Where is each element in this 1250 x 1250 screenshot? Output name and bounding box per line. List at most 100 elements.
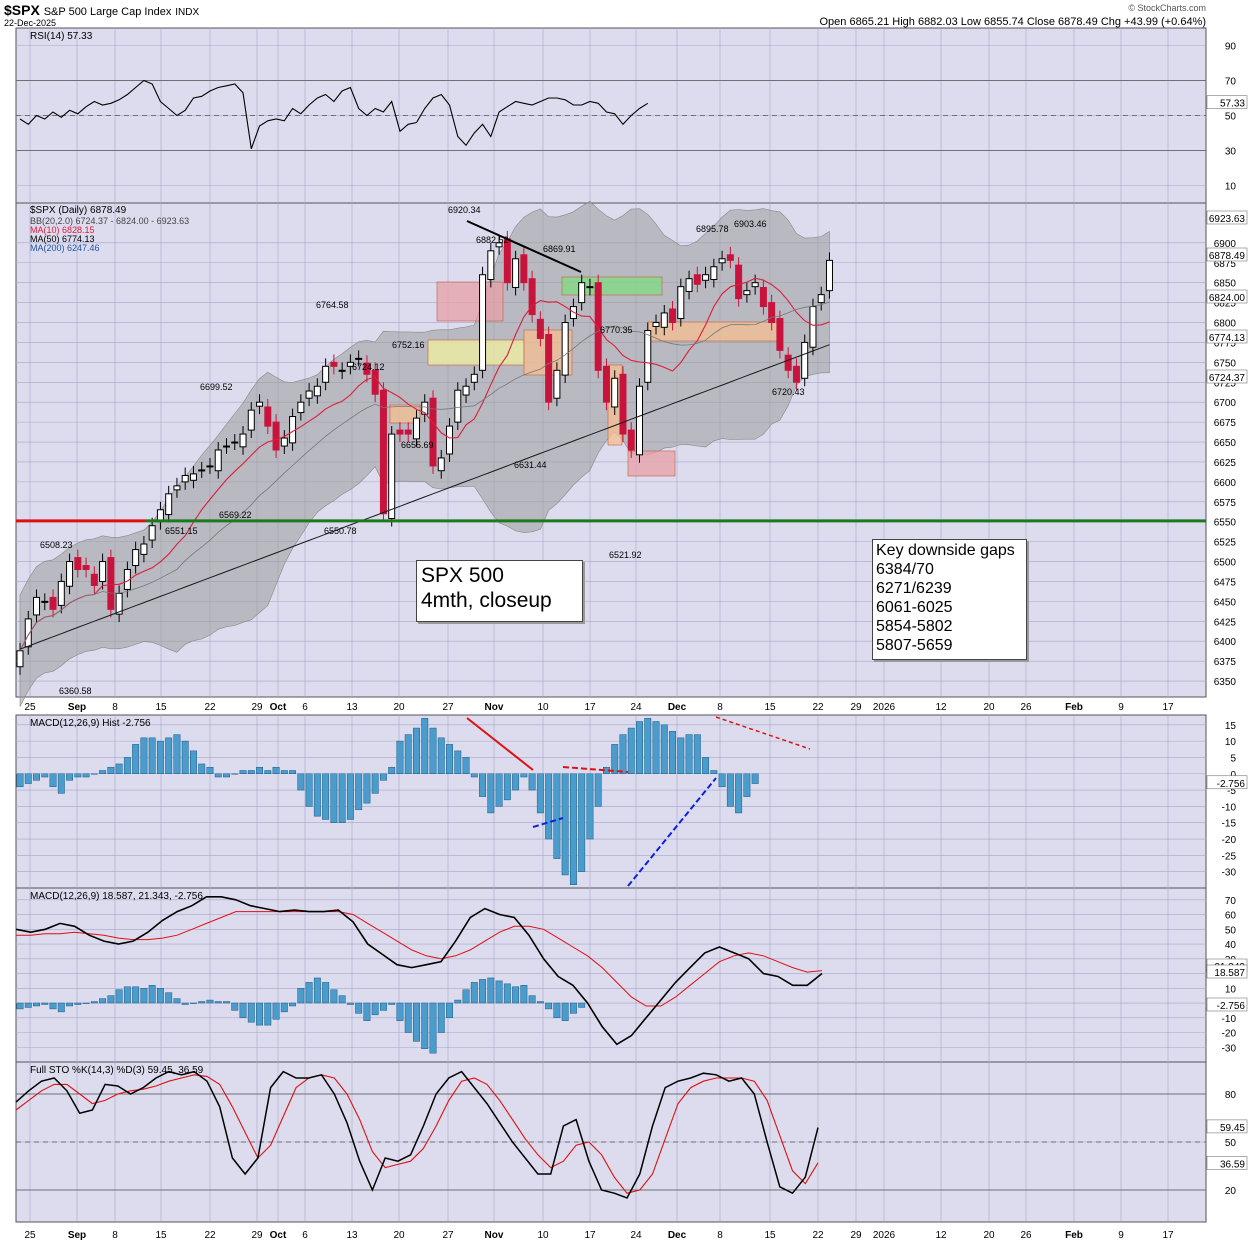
macd-hist-bar <box>421 1002 429 1049</box>
macd-hist-bar <box>669 731 676 775</box>
macd-hist-bar <box>429 727 437 775</box>
price-annotation: 6770.35 <box>600 325 633 335</box>
macd-hist-bar <box>561 773 569 876</box>
macd-hist-bar <box>198 1001 206 1004</box>
price-annotation: 6655.69 <box>401 440 434 450</box>
macd-hist-bar <box>512 773 520 791</box>
y-axis-tick-label: -5 <box>1227 786 1236 797</box>
x-axis-tick-label: 27 <box>442 702 454 713</box>
x-axis-tick-label: 20 <box>983 702 995 713</box>
sto-right-label-box <box>1206 1119 1248 1134</box>
annotation-subtitle: 4mth, closeup <box>421 589 552 612</box>
macd-hist-bar <box>256 766 263 775</box>
candle <box>66 561 74 587</box>
x-axis-tick-label: Nov <box>485 702 504 713</box>
macd-hist-bar <box>413 1002 420 1042</box>
macd-hist-bar <box>66 1002 74 1007</box>
macd-hist-bar <box>528 773 536 791</box>
macd-hist-bar <box>41 1002 49 1005</box>
candle <box>90 573 98 586</box>
price-annotation: 6895.78 <box>696 224 729 234</box>
x-axis-tick-label: 12 <box>935 1230 947 1241</box>
y-axis-tick-label: 15 <box>1225 721 1237 732</box>
macd-hist-bar <box>16 773 24 788</box>
candle <box>313 385 321 397</box>
x-axis-tick-label: 2026 <box>873 702 896 713</box>
macd-hist-bar <box>652 721 660 775</box>
y-axis-tick-label: 50 <box>1225 925 1237 936</box>
macd-hist-bar <box>33 1002 40 1007</box>
y-axis-tick-label: 70 <box>1225 77 1237 88</box>
macd-hist-bar <box>33 773 40 781</box>
x-axis-tick-label: 20 <box>983 1230 995 1241</box>
y-axis-tick-label: 50 <box>1225 1138 1237 1149</box>
candle <box>16 650 24 668</box>
macd-hist-bar <box>636 721 643 775</box>
candle <box>322 365 330 383</box>
macd-hist-bar <box>148 737 156 775</box>
macd-hist-bar <box>313 977 321 1004</box>
macd-hist-bar <box>214 773 222 778</box>
macd-hist-bar <box>297 988 305 1004</box>
x-axis-tick-label: 29 <box>251 1230 263 1241</box>
y-axis-tick-label: 6775 <box>1214 338 1237 349</box>
x-axis-tick-label: 17 <box>584 1230 596 1241</box>
y-axis-tick-label: 6500 <box>1214 558 1237 569</box>
macd-signal-line <box>16 911 823 1007</box>
price-annotation: 6631.44 <box>514 460 547 470</box>
macd-hist-bar <box>536 1001 544 1004</box>
macd-hist-bar <box>156 988 164 1004</box>
x-axis-tick-label: Nov <box>485 1230 504 1241</box>
candle <box>825 259 833 292</box>
candle <box>710 266 718 280</box>
macd-hist-bar <box>41 773 49 778</box>
macd-hist-bar <box>107 766 115 775</box>
y-axis-tick-label: 6525 <box>1214 538 1237 549</box>
x-axis-tick-label: 22 <box>812 702 824 713</box>
x-axis-tick-label: 15 <box>764 702 776 713</box>
macd-hist-bar <box>173 734 181 775</box>
macd-hist-title: MACD(12,26,9) Hist -2.756 <box>30 718 151 729</box>
macd-hist-bar <box>355 1002 363 1014</box>
price-right-label-box <box>1206 369 1248 384</box>
macd-right-label: -2.756 <box>1217 1001 1246 1012</box>
x-axis-tick-label: 9 <box>1118 702 1124 713</box>
price-annotation: 6764.58 <box>316 300 349 310</box>
macd-hist-bar <box>289 1002 297 1007</box>
price-legend-item: MA(200) 6247.46 <box>30 243 100 253</box>
y-axis-tick-label: 6725 <box>1214 378 1237 389</box>
macd-hist-bar <box>264 1002 272 1026</box>
candle <box>636 385 643 456</box>
macd-right-label-box <box>1206 997 1248 1012</box>
candle <box>446 425 454 455</box>
candle <box>247 409 255 431</box>
price-right-label: 6824.00 <box>1209 293 1246 304</box>
x-axis-tick-label: 6 <box>302 1230 308 1241</box>
macd-hist-bar <box>388 1002 396 1005</box>
y-axis-tick-label: 10 <box>1225 984 1237 995</box>
macd-hist-bar <box>272 766 280 775</box>
macd-hist-bar <box>181 1002 189 1005</box>
macd-hist-bar <box>437 737 445 775</box>
macd-hist-bar <box>99 998 107 1004</box>
y-axis-tick-label: 6400 <box>1214 637 1237 648</box>
y-axis-tick-label: 80 <box>1225 1090 1237 1101</box>
sto-right-label: 59.45 <box>1220 1123 1245 1134</box>
macd-hist-bar <box>74 1002 82 1005</box>
macd-hist-bar <box>611 744 619 775</box>
y-axis-tick-label: -20 <box>1222 835 1237 846</box>
macd-hist-bar <box>660 724 668 775</box>
macd-hist-bar <box>404 1002 412 1033</box>
macd-hist-bar <box>305 982 313 1004</box>
gap-zone <box>561 276 663 296</box>
macd-hist-bar <box>239 1002 247 1019</box>
downside-gaps-box: Key downside gaps 6384/70 6271/6239 6061… <box>872 539 1027 660</box>
price-legend-item: BB(20,2.0) 6724.37 - 6824.00 - 6923.63 <box>30 216 189 226</box>
candle <box>429 397 437 467</box>
price-right-label-box <box>1206 289 1248 304</box>
x-axis-tick-label: 9 <box>1118 1230 1124 1241</box>
price-annotation: 6920.34 <box>448 205 481 215</box>
macd-hist-bar <box>470 982 478 1004</box>
macd-hist-bar <box>479 979 487 1004</box>
